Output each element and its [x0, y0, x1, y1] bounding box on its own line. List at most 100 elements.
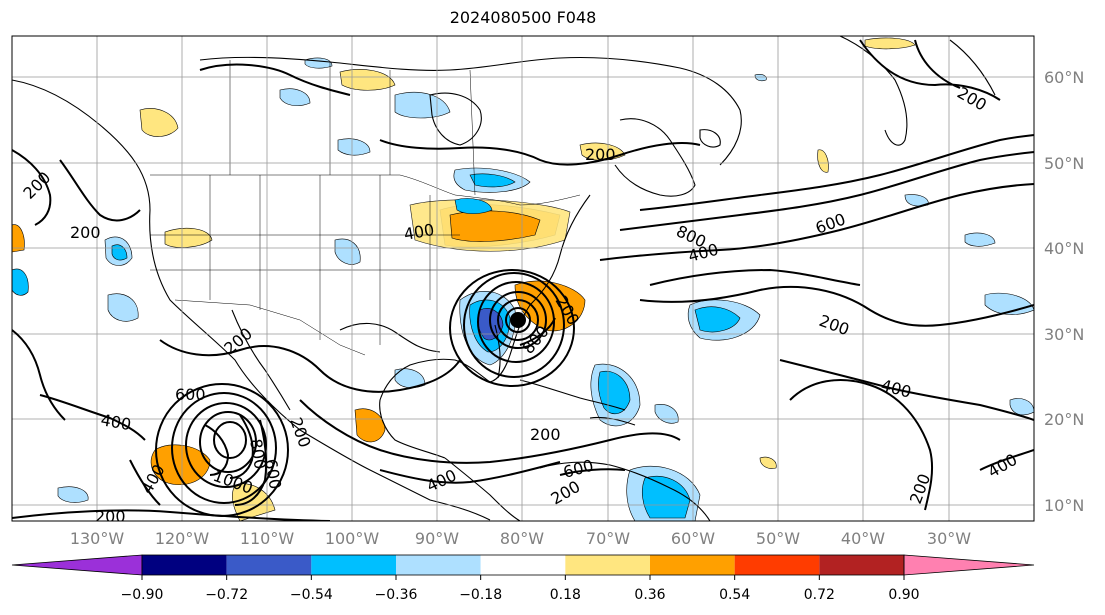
lon-label: 130°W — [70, 529, 125, 548]
colorbar-segment — [480, 555, 566, 575]
shade-negative-pacific1 — [107, 293, 139, 322]
contour-pacific-ring-1 — [213, 421, 247, 459]
contour-600-east — [619, 151, 1034, 231]
lon-label: 60°W — [671, 529, 715, 548]
contour-400-east — [599, 183, 1034, 261]
coast-canada-north — [199, 56, 742, 166]
contour-400-right — [979, 449, 1034, 471]
colorbar-ticks: −0.90 −0.72 −0.54 −0.36 −0.18 0.18 0.36 0.54 0.7… — [121, 575, 920, 603]
coast-florida — [494, 324, 501, 379]
state-lines-1 — [150, 175, 480, 345]
contour-storm-ring-6 — [449, 269, 575, 387]
colorbar-segment — [650, 555, 735, 575]
province-lines — [229, 60, 476, 196]
lon-label: 90°W — [415, 529, 459, 548]
contour-200-north-canada — [199, 63, 701, 166]
coast-central-america — [444, 457, 521, 521]
shade-negative-carib2 — [654, 404, 679, 424]
shade-negative-gulf — [394, 368, 426, 389]
shade-negative-greenland — [904, 194, 929, 207]
contour-storm-ring-3 — [489, 291, 547, 349]
lon-label: 70°W — [586, 529, 630, 548]
shade-positive-canada1 — [139, 108, 179, 137]
colorbar — [11, 554, 1035, 576]
shaded-fields — [12, 37, 1034, 521]
shade-negative-atl6 — [754, 74, 767, 82]
lon-label: 120°W — [155, 529, 210, 548]
contour-200-west — [12, 149, 141, 226]
contour-label: 200 — [530, 425, 561, 444]
colorbar-tick-label: −0.90 — [121, 587, 164, 603]
colorbar-segment — [311, 555, 396, 575]
colorbar-extend-low — [11, 554, 143, 576]
shade-positive-mexico — [354, 408, 386, 443]
colorbar-extend-high — [903, 554, 1035, 576]
colorbar-segment — [396, 555, 481, 575]
contour-pacific-ring-5 — [155, 383, 289, 517]
shade-positive-canada2 — [339, 69, 396, 91]
contour-storm-ring-5 — [463, 272, 565, 378]
coast-hudson — [429, 92, 482, 146]
shade-positive-atl1 — [817, 149, 829, 173]
colorbar-tick-label: 0.72 — [804, 587, 835, 603]
lat-label: 20°N — [1044, 410, 1084, 429]
shade-positive-carib — [759, 456, 777, 469]
shade-negative-carib — [598, 370, 631, 415]
coast-newfoundland — [699, 129, 721, 148]
contour-800-pacific — [229, 414, 254, 479]
coast-south-america — [539, 461, 711, 521]
shade-negative-pnw-core — [111, 244, 128, 261]
contour-storm-ring-2 — [497, 299, 539, 341]
colorbar-tick-label: −0.18 — [459, 587, 502, 603]
lat-label: 50°N — [1044, 154, 1084, 173]
colorbar-frame — [141, 554, 905, 576]
contour-storm-ring-4 — [477, 281, 555, 363]
map-plot-area: 200 200 200 200 200 200 200 200 200 200 … — [12, 36, 1034, 526]
contour-storm-ring-1 — [505, 307, 531, 333]
contour-600-carib — [559, 468, 626, 476]
shade-negative-canada2 — [279, 88, 311, 107]
contour-label: 200 — [585, 145, 616, 164]
contour-pacific-ring-4 — [171, 392, 277, 504]
colorbar-segment — [142, 555, 227, 575]
colorbar-tick-label: −0.36 — [375, 587, 418, 603]
lon-label: 40°W — [841, 529, 885, 548]
coast-greenland-east — [949, 39, 996, 96]
shade-negative-atl2 — [964, 232, 996, 247]
coast-north-america-west — [12, 79, 491, 521]
lat-label: 30°N — [1044, 325, 1084, 344]
shade-negative-left1 — [12, 268, 29, 296]
shade-positive-leftedge — [12, 224, 25, 253]
lon-label: 100°W — [325, 529, 380, 548]
coast-baja — [231, 309, 291, 411]
shade-negative-atlantic — [694, 306, 741, 333]
contour-600-pacific — [234, 419, 268, 506]
shade-negative-greatlakes — [469, 173, 516, 188]
shade-positive-pacific — [150, 444, 211, 486]
shade-negative-canada1b — [394, 92, 451, 119]
shade-positive-greenland — [864, 37, 916, 50]
contours — [12, 39, 1034, 521]
contour-label: 200 — [95, 507, 126, 526]
political-boundaries — [150, 60, 581, 356]
shade-negative-midwest — [334, 238, 361, 265]
contour-200-main — [12, 329, 461, 421]
shade-positive-eastus-core — [449, 210, 541, 242]
colorbar-segment — [565, 555, 650, 575]
lon-label: 110°W — [240, 529, 295, 548]
contour-label: 200 — [70, 223, 101, 242]
lon-label: 50°W — [756, 529, 800, 548]
contour-400-gulf — [379, 461, 561, 484]
colorbar-tick-label: 0.18 — [550, 587, 581, 603]
colorbar-segment — [819, 555, 904, 575]
colorbar-tick-label: 0.54 — [719, 587, 750, 603]
gridlines — [12, 36, 1034, 521]
contour-400-pacific — [39, 394, 161, 506]
colorbar-tick-label: −0.54 — [290, 587, 333, 603]
colorbar-tick-label: 0.90 — [888, 587, 919, 603]
shade-negative-pacific2 — [57, 486, 89, 503]
contour-1000-pacific — [204, 424, 230, 476]
lat-label: 10°N — [1044, 496, 1084, 515]
latitude-labels: 60°N 50°N 40°N 30°N 20°N 10°N — [1044, 68, 1084, 515]
